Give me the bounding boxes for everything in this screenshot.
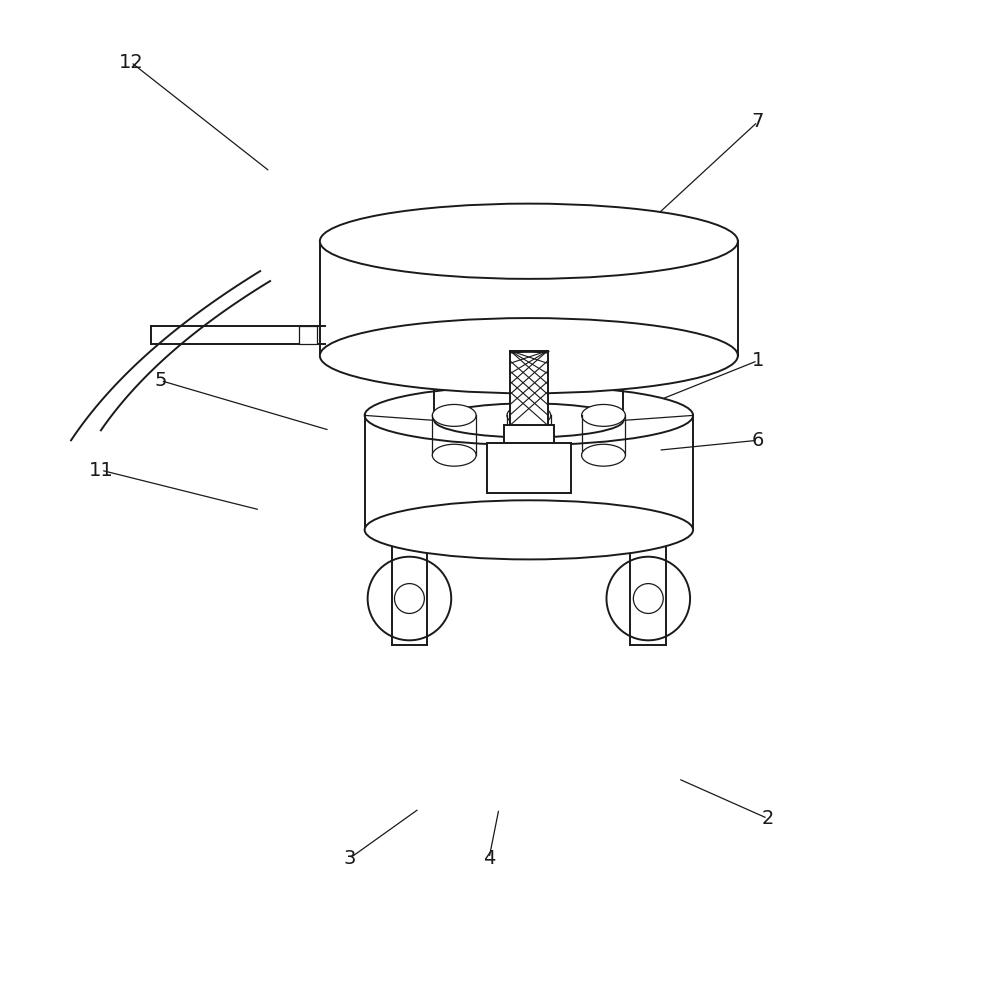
Bar <box>504 425 554 443</box>
Text: 6: 6 <box>751 431 763 450</box>
Circle shape <box>367 557 451 640</box>
Circle shape <box>607 557 690 640</box>
Ellipse shape <box>582 444 626 466</box>
Text: 2: 2 <box>761 809 773 828</box>
Ellipse shape <box>320 318 738 393</box>
Circle shape <box>394 584 424 613</box>
Text: 3: 3 <box>343 849 356 868</box>
Ellipse shape <box>391 537 427 547</box>
Bar <box>487 443 571 493</box>
Text: 7: 7 <box>751 112 763 131</box>
Ellipse shape <box>507 444 551 466</box>
Text: 4: 4 <box>483 849 495 868</box>
Ellipse shape <box>364 500 693 559</box>
Circle shape <box>634 584 664 613</box>
Text: 1: 1 <box>751 351 763 370</box>
Bar <box>299 326 317 344</box>
Text: 12: 12 <box>119 53 143 72</box>
Ellipse shape <box>582 404 626 426</box>
Ellipse shape <box>631 537 667 547</box>
Text: 5: 5 <box>155 371 167 390</box>
Ellipse shape <box>432 404 476 426</box>
Ellipse shape <box>432 444 476 466</box>
Ellipse shape <box>434 403 624 437</box>
Ellipse shape <box>320 204 738 279</box>
Ellipse shape <box>507 404 551 426</box>
Bar <box>510 351 548 425</box>
Ellipse shape <box>434 339 624 373</box>
Ellipse shape <box>364 386 693 445</box>
Text: 11: 11 <box>89 461 114 480</box>
